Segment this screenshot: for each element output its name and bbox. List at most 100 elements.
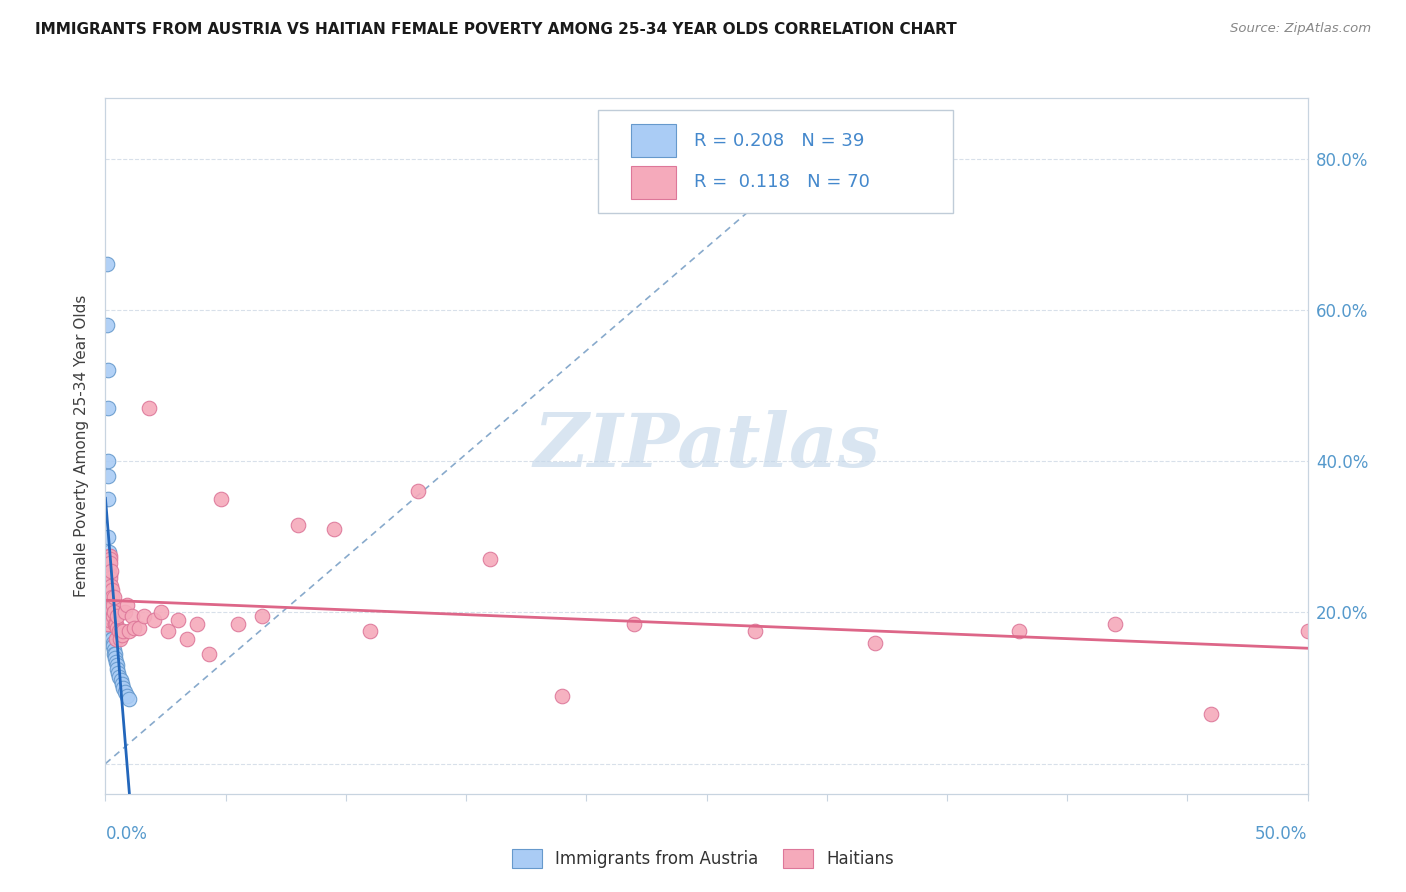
Point — [176, 632, 198, 646]
Point — [166, 613, 188, 627]
Point — [104, 655, 127, 669]
Point — [209, 491, 232, 506]
Point — [100, 579, 122, 593]
Point — [110, 624, 132, 639]
Point — [96, 609, 118, 624]
Point — [101, 632, 124, 646]
Point — [97, 613, 120, 627]
Point — [97, 401, 120, 416]
Point — [107, 665, 129, 680]
Point — [100, 628, 122, 642]
Point — [744, 624, 766, 639]
Point — [118, 692, 141, 706]
Point — [1201, 707, 1223, 722]
Point — [98, 606, 121, 620]
Point — [250, 609, 273, 624]
Point — [198, 647, 221, 661]
Point — [118, 624, 141, 639]
Point — [138, 401, 160, 416]
Point — [96, 609, 118, 624]
Point — [97, 616, 120, 631]
Point — [101, 601, 124, 615]
Point — [479, 552, 502, 566]
Point — [105, 616, 128, 631]
Point — [100, 564, 122, 578]
Point — [101, 635, 124, 649]
Point — [98, 560, 121, 574]
Point — [863, 635, 886, 649]
Point — [101, 609, 124, 624]
Point — [96, 318, 118, 332]
Point — [132, 609, 155, 624]
Text: Source: ZipAtlas.com: Source: ZipAtlas.com — [1230, 22, 1371, 36]
Point — [98, 575, 121, 590]
Point — [551, 689, 574, 703]
Point — [96, 616, 118, 631]
Point — [100, 586, 122, 600]
Point — [107, 609, 129, 624]
Point — [104, 632, 127, 646]
Legend: Immigrants from Austria, Haitians: Immigrants from Austria, Haitians — [505, 842, 901, 875]
Text: ZIPatlas: ZIPatlas — [533, 409, 880, 483]
Point — [97, 606, 120, 620]
Point — [103, 606, 125, 620]
Point — [142, 613, 165, 627]
Point — [108, 632, 131, 646]
Point — [100, 591, 122, 605]
Point — [98, 549, 121, 563]
Point — [108, 670, 131, 684]
Text: 50.0%: 50.0% — [1256, 825, 1308, 843]
Point — [149, 606, 172, 620]
Point — [103, 647, 125, 661]
Point — [1296, 624, 1319, 639]
Point — [101, 598, 124, 612]
Point — [114, 685, 136, 699]
Point — [97, 491, 120, 506]
Text: R = 0.208   N = 39: R = 0.208 N = 39 — [695, 131, 865, 150]
Point — [103, 591, 125, 605]
Point — [287, 518, 309, 533]
Point — [104, 650, 127, 665]
Point — [97, 530, 120, 544]
Point — [1008, 624, 1031, 639]
Point — [107, 662, 129, 676]
Point — [115, 598, 138, 612]
Point — [107, 624, 129, 639]
Point — [97, 545, 120, 559]
Point — [97, 549, 120, 563]
Point — [98, 591, 121, 605]
Y-axis label: Female Poverty Among 25-34 Year Olds: Female Poverty Among 25-34 Year Olds — [75, 295, 90, 597]
Point — [98, 552, 121, 566]
Point — [97, 609, 120, 624]
Point — [103, 647, 125, 661]
FancyBboxPatch shape — [631, 166, 676, 199]
Point — [1104, 616, 1126, 631]
Point — [128, 620, 150, 634]
Point — [359, 624, 381, 639]
FancyBboxPatch shape — [599, 110, 953, 213]
Point — [98, 571, 121, 585]
Point — [98, 598, 121, 612]
Point — [97, 454, 120, 468]
Point — [322, 522, 344, 536]
Point — [97, 363, 120, 377]
Point — [97, 469, 120, 483]
Point — [115, 689, 138, 703]
Point — [121, 609, 143, 624]
Point — [124, 620, 146, 634]
Point — [100, 620, 122, 634]
Point — [98, 613, 121, 627]
Point — [100, 598, 122, 612]
Text: 0.0%: 0.0% — [105, 825, 148, 843]
Point — [105, 658, 128, 673]
Point — [112, 681, 135, 695]
Point — [114, 606, 136, 620]
Point — [98, 575, 121, 590]
Point — [623, 616, 645, 631]
Point — [100, 624, 122, 639]
Point — [111, 677, 134, 691]
Text: IMMIGRANTS FROM AUSTRIA VS HAITIAN FEMALE POVERTY AMONG 25-34 YEAR OLDS CORRELAT: IMMIGRANTS FROM AUSTRIA VS HAITIAN FEMAL… — [35, 22, 957, 37]
Point — [98, 567, 121, 582]
Point — [105, 620, 128, 634]
Point — [103, 643, 125, 657]
